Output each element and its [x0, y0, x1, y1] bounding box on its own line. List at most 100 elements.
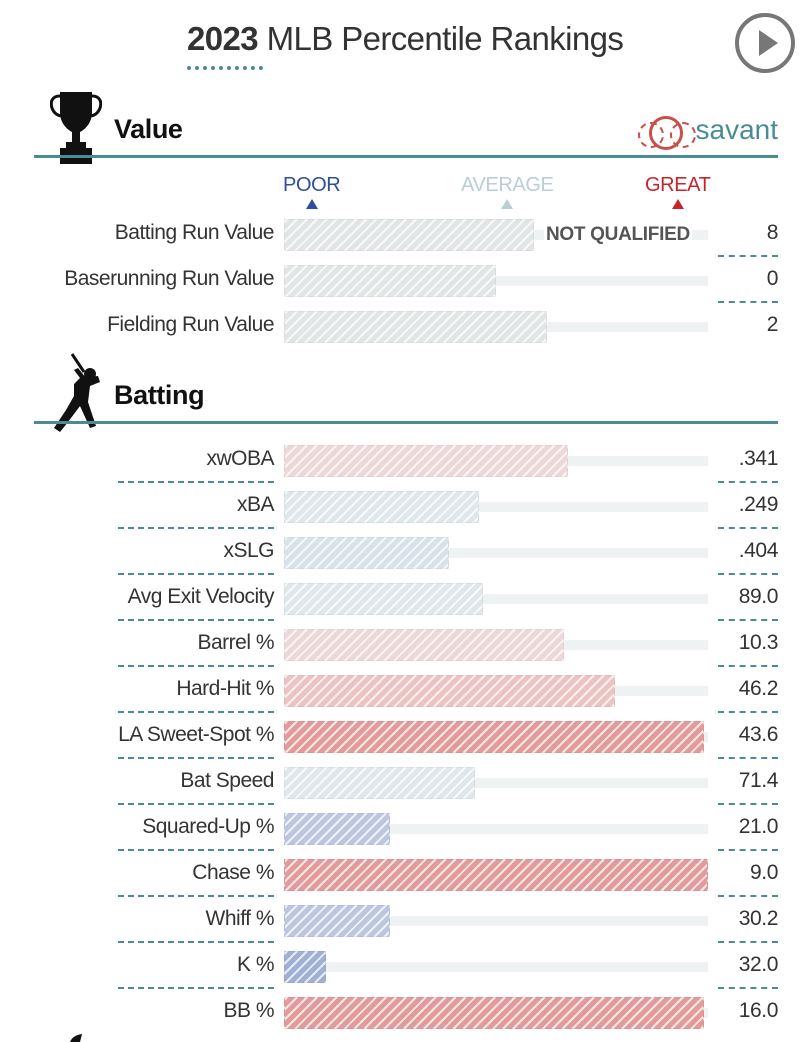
percentile-bar [284, 537, 449, 569]
metric-label: xwOBA [206, 447, 274, 470]
metric-value: 30.2 [738, 907, 779, 930]
legend-great-label: GREAT [645, 174, 711, 196]
percentile-bar [284, 859, 708, 891]
percentile-track [284, 548, 708, 558]
row-divider [718, 301, 778, 303]
metric-row-hard-hit-pct[interactable]: Hard-Hit % 46.2 [0, 667, 804, 713]
legend-great: GREAT [645, 174, 711, 209]
metric-label: Bat Speed [180, 769, 274, 792]
page-title: 2023 MLB Percentile Rankings [187, 20, 624, 58]
metric-value: 21.0 [738, 815, 779, 838]
percentile-bar [284, 905, 390, 937]
metric-label: Chase % [192, 861, 274, 884]
metric-value: 9.0 [750, 861, 778, 884]
row-divider [718, 757, 778, 759]
metric-row-xwoba[interactable]: xwOBA .341 [0, 437, 804, 483]
savant-logo-text[interactable]: savant [695, 114, 779, 145]
percentile-bar [284, 265, 496, 297]
percentile-bar [284, 219, 534, 251]
metric-row-bb-pct[interactable]: BB % 16.0 [0, 989, 804, 1035]
row-divider [718, 987, 778, 989]
row-divider [118, 527, 274, 529]
metric-value: 0 [766, 267, 779, 290]
row-divider [718, 849, 778, 851]
percentile-bar [284, 767, 475, 799]
row-divider [718, 895, 778, 897]
value-section-title: Value [114, 114, 183, 144]
metric-row-barrel-pct[interactable]: Barrel % 10.3 [0, 621, 804, 667]
row-divider [118, 665, 274, 667]
metric-value: 43.6 [738, 723, 779, 746]
metric-label: Hard-Hit % [176, 677, 274, 700]
row-divider [118, 803, 274, 805]
row-divider [718, 481, 778, 483]
metric-row-chase-pct[interactable]: Chase % 9.0 [0, 851, 804, 897]
percentile-track [284, 502, 708, 512]
metric-row-baserunning-run-value[interactable]: Baserunning Run Value 0 [0, 257, 804, 303]
row-divider [118, 757, 274, 759]
row-divider [118, 573, 274, 575]
metric-value: 2 [766, 313, 779, 336]
percentile-bar [284, 583, 483, 615]
row-divider [718, 619, 778, 621]
title-year: 2023 [187, 20, 259, 57]
row-divider [118, 987, 274, 989]
play-icon[interactable] [735, 13, 795, 73]
metric-row-squared-up-pct[interactable]: Squared-Up % 21.0 [0, 805, 804, 851]
metric-value: .249 [738, 493, 779, 516]
triangle-up-icon [501, 199, 514, 209]
triangle-up-icon [671, 199, 684, 209]
percentile-track [284, 962, 708, 972]
row-divider [118, 481, 274, 483]
percentile-bar [284, 813, 390, 845]
batter-icon [54, 353, 100, 432]
title-underline [187, 66, 263, 70]
row-divider [118, 941, 274, 943]
metric-label: LA Sweet-Spot % [118, 723, 274, 746]
metric-row-k-pct[interactable]: K % 32.0 [0, 943, 804, 989]
percentile-track [284, 778, 708, 788]
metric-value: .404 [738, 539, 779, 562]
not-qualified-label: NOT QUALIFIED [544, 224, 692, 246]
runner-icon [70, 1034, 82, 1042]
metric-value: 46.2 [738, 677, 779, 700]
row-divider [118, 619, 274, 621]
legend-poor: POOR [283, 174, 341, 209]
row-divider [718, 803, 778, 805]
metric-value: 10.3 [738, 631, 779, 654]
legend-poor-label: POOR [283, 174, 341, 196]
metric-row-xslg[interactable]: xSLG .404 [0, 529, 804, 575]
metric-row-la-sweet-spot-pct[interactable]: LA Sweet-Spot % 43.6 [0, 713, 804, 759]
metric-label: Avg Exit Velocity [127, 585, 275, 608]
percentile-bar [284, 675, 615, 707]
metric-label: xBA [236, 493, 275, 516]
metric-label: xSLG [223, 539, 274, 562]
metric-value: .341 [738, 447, 779, 470]
row-divider [118, 895, 274, 897]
percentile-track [284, 916, 708, 926]
legend-average-label: AVERAGE [461, 174, 554, 196]
metric-row-fielding-run-value[interactable]: Fielding Run Value 2 [0, 303, 804, 349]
title-text: MLB Percentile Rankings [266, 20, 624, 57]
metric-label: Baserunning Run Value [64, 267, 274, 290]
metric-label: Squared-Up % [142, 815, 274, 838]
row-divider [118, 849, 274, 851]
metric-value: 89.0 [738, 585, 779, 608]
metric-row-bat-speed[interactable]: Bat Speed 71.4 [0, 759, 804, 805]
metric-label: BB % [223, 999, 274, 1022]
metric-row-xba[interactable]: xBA .249 [0, 483, 804, 529]
metric-row-avg-exit-velocity[interactable]: Avg Exit Velocity 89.0 [0, 575, 804, 621]
row-divider [718, 255, 778, 257]
percentile-bar [284, 491, 479, 523]
metric-label: K % [236, 953, 275, 976]
metric-label: Whiff % [205, 907, 275, 930]
percentile-track [284, 824, 708, 834]
percentile-track [284, 276, 708, 286]
metric-label: Fielding Run Value [107, 313, 274, 336]
metric-row-batting-run-value[interactable]: Batting Run Value NOT QUALIFIED 8 [0, 211, 804, 257]
percentile-bar [284, 951, 326, 983]
metric-value: 71.4 [738, 769, 779, 792]
baseball-icon [638, 116, 696, 150]
row-divider [118, 711, 274, 713]
metric-row-whiff-pct[interactable]: Whiff % 30.2 [0, 897, 804, 943]
